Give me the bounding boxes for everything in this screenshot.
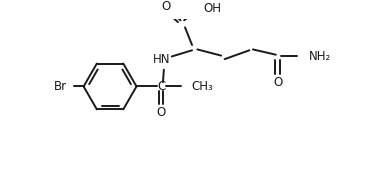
Text: NH₂: NH₂: [309, 50, 332, 63]
Text: OH: OH: [204, 2, 222, 15]
Text: O: O: [162, 0, 171, 13]
Text: O: O: [273, 76, 282, 89]
Text: C: C: [157, 80, 165, 93]
Text: O: O: [157, 106, 166, 119]
Text: HN: HN: [152, 54, 170, 67]
Text: CH₃: CH₃: [191, 80, 213, 93]
Text: Br: Br: [54, 80, 67, 93]
